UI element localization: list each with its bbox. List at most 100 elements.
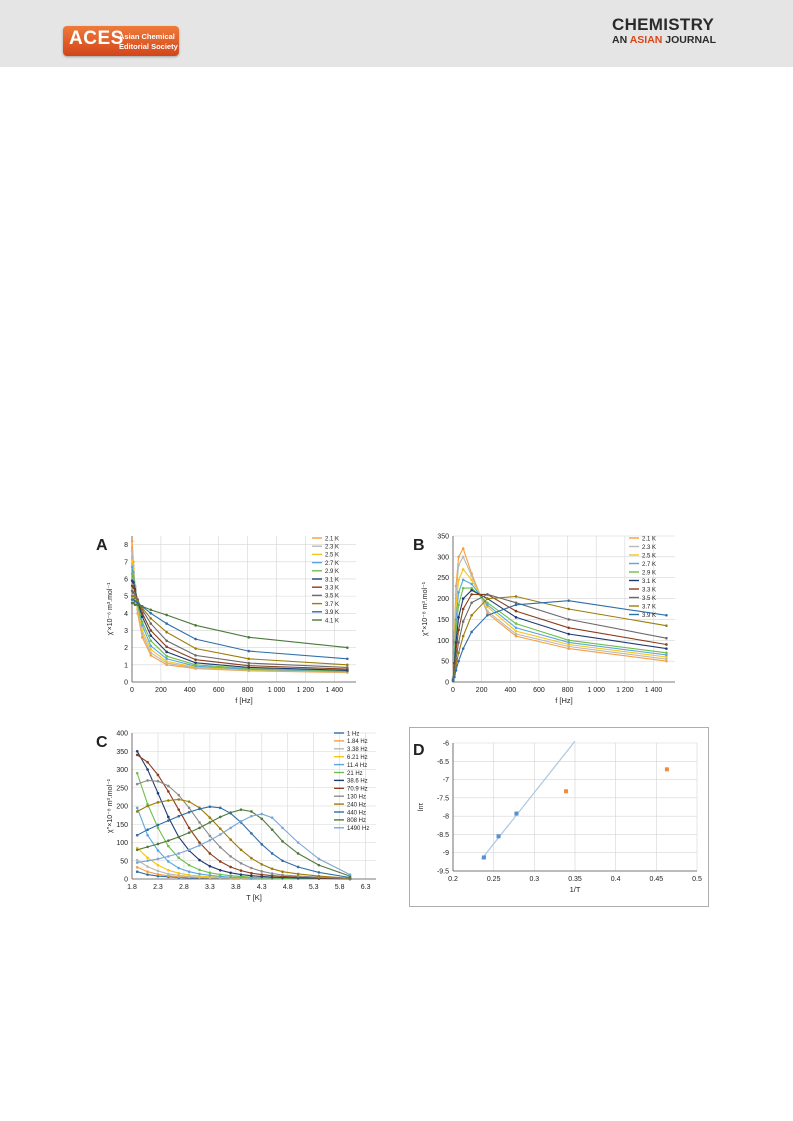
series-line xyxy=(132,602,348,649)
y-tick-label: -9.5 xyxy=(437,869,449,876)
series-line xyxy=(136,798,351,879)
data-point xyxy=(133,599,137,603)
data-point xyxy=(194,654,197,657)
data-point xyxy=(149,617,153,620)
chart-c-svg: 0 50 100 150 200 250 300 350 400 1.8 2.3 2.8 3.3 3.8 4… xyxy=(96,731,376,902)
data-point xyxy=(194,663,197,667)
y-tick-label: 4 xyxy=(124,611,128,618)
data-point xyxy=(135,870,139,873)
data-point xyxy=(167,790,170,793)
data-point xyxy=(156,863,160,867)
series-line xyxy=(131,559,348,673)
data-point xyxy=(514,629,518,633)
data-point xyxy=(156,857,160,861)
y-tick-label: 250 xyxy=(437,575,449,582)
legend-label: 3.5 K xyxy=(325,594,339,600)
x-tick-label: 0.3 xyxy=(529,876,539,883)
data-point xyxy=(165,645,168,649)
y-tick-label: 6 xyxy=(124,576,128,583)
data-point xyxy=(514,626,518,630)
data-point xyxy=(470,630,473,634)
data-point xyxy=(167,860,170,863)
data-point xyxy=(194,661,197,665)
x-tick-label: 1 200 xyxy=(297,687,315,694)
series-line xyxy=(452,600,667,682)
data-point xyxy=(567,647,571,650)
data-point xyxy=(457,628,460,632)
journal-header: ACES Asian Chemical Editorial Society CH… xyxy=(0,0,793,67)
data-point xyxy=(167,874,170,878)
data-point xyxy=(239,862,243,865)
data-point xyxy=(130,550,134,553)
panel-letter: C xyxy=(96,734,108,751)
y-tick-label: -7 xyxy=(443,777,449,784)
data-point xyxy=(454,669,458,672)
legend-label: 3.1 K xyxy=(325,577,339,583)
data-point xyxy=(135,810,139,813)
data-point xyxy=(486,593,489,596)
data-point xyxy=(270,867,274,871)
series-line xyxy=(452,579,667,680)
y-tick-label: 1 xyxy=(124,662,128,669)
data-point xyxy=(317,857,321,861)
data-point xyxy=(281,859,284,863)
x-tick-label: 800 xyxy=(242,687,254,694)
data-point xyxy=(665,657,668,661)
y-tick-label: -8.5 xyxy=(437,832,449,839)
series-line xyxy=(452,568,667,679)
data-point xyxy=(187,810,191,814)
data-point xyxy=(514,603,518,607)
data-point xyxy=(457,616,460,619)
x-tick-label: 5.3 xyxy=(309,884,319,891)
data-point xyxy=(198,874,201,878)
y-tick-label: -7.5 xyxy=(437,795,449,802)
data-point xyxy=(198,872,201,876)
data-point xyxy=(156,874,160,878)
chart-d-svg: -9.5 -9 -8.5 -8 -7.5 -7 -6.5 -6 0.2 0.25 0.3 0.35 0.… xyxy=(409,727,709,907)
data-point xyxy=(165,657,168,661)
legend-label: 38.6 Hz xyxy=(347,779,368,785)
data-point xyxy=(149,644,153,648)
journal-logo[interactable]: CHEMISTRY AN ASIAN JOURNAL xyxy=(612,16,724,47)
data-point xyxy=(140,605,144,608)
panel-letter: B xyxy=(413,537,425,554)
legend-label: 3.38 Hz xyxy=(347,747,368,753)
data-point xyxy=(149,648,153,651)
x-tick-label: 600 xyxy=(213,687,225,694)
aces-logo-box xyxy=(63,26,179,56)
data-point xyxy=(470,593,473,596)
data-point xyxy=(567,618,571,621)
data-point xyxy=(239,875,243,878)
legend-label: 21 Hz xyxy=(347,771,363,777)
data-point xyxy=(567,632,571,636)
journal-subtitle-accent: ASIAN xyxy=(629,34,663,46)
data-point xyxy=(167,839,170,842)
data-point xyxy=(167,784,170,788)
x-tick-label: 1.8 xyxy=(127,884,137,891)
data-point xyxy=(486,613,489,617)
data-point xyxy=(348,873,352,876)
chart-panel-b: 0 50 100 150 200 250 300 350 0 200 400 600 800 1 000 1… xyxy=(409,530,689,710)
data-point xyxy=(567,641,571,644)
legend-label: 2.5 K xyxy=(642,553,656,559)
data-point xyxy=(250,832,253,835)
journal-subtitle-part1: AN xyxy=(612,34,630,46)
x-tick-label: 2.8 xyxy=(179,884,189,891)
data-point xyxy=(514,595,518,598)
data-point xyxy=(665,655,668,659)
data-point xyxy=(146,856,149,860)
data-point xyxy=(260,812,264,816)
data-point xyxy=(165,639,168,643)
data-point xyxy=(260,873,264,876)
data-point xyxy=(177,808,181,811)
data-point xyxy=(135,848,139,852)
legend-label: 3.7 K xyxy=(325,602,339,608)
aces-logo[interactable]: ACES Asian Chemical Editorial Society xyxy=(63,26,179,56)
chart-panel-d: -9.5 -9 -8.5 -8 -7.5 -7 -6.5 -6 0.2 0.25 0.3 0.35 0.… xyxy=(409,727,709,907)
data-point xyxy=(567,626,571,630)
data-point xyxy=(461,578,465,582)
data-point xyxy=(132,586,135,589)
data-point xyxy=(317,863,321,867)
data-point xyxy=(146,779,149,782)
data-point xyxy=(167,815,170,819)
